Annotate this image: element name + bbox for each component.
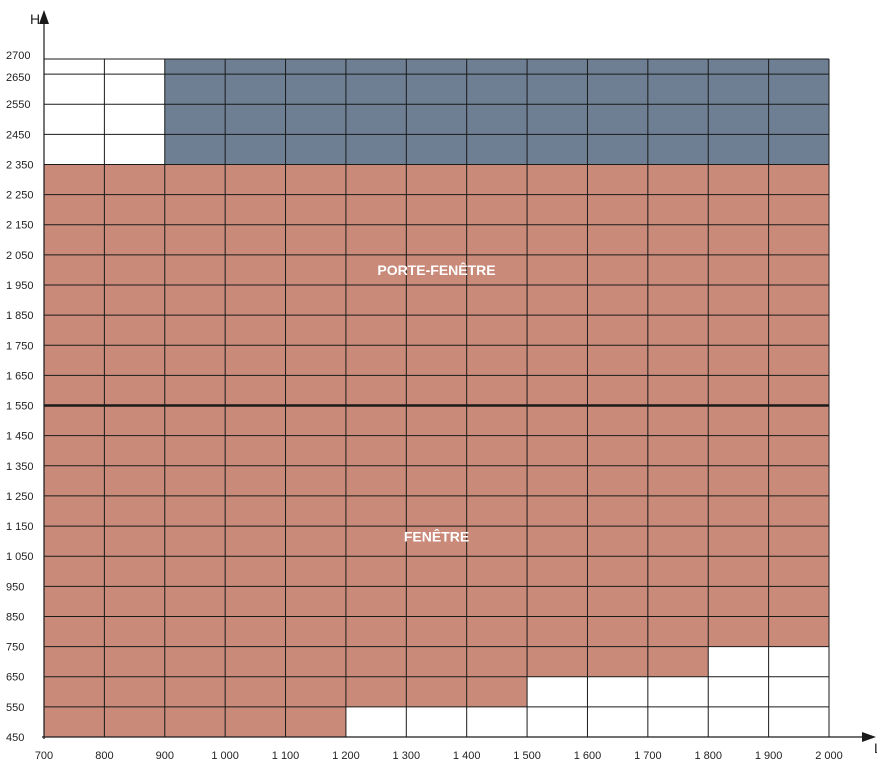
region-salmon-column-2 — [164, 164, 226, 737]
y-axis-arrow-icon — [39, 10, 49, 24]
chart-grid — [43, 58, 830, 738]
y-tick-label-21: 2550 — [6, 99, 30, 111]
x-tick-label-6: 1 300 — [393, 750, 421, 762]
x-tick-label-4: 1 100 — [272, 750, 300, 762]
region-salmon-column-1 — [104, 164, 165, 737]
y-tick-label-8: 1 250 — [6, 491, 34, 503]
x-tick-label-10: 1 700 — [634, 750, 662, 762]
region-salmon-column-0 — [44, 164, 105, 737]
y-tick-label-12: 1 650 — [6, 370, 34, 382]
y-tick-label-9: 1 350 — [6, 461, 34, 473]
x-tick-label-12: 1 900 — [755, 750, 783, 762]
region-salmon-column-8 — [527, 164, 588, 677]
y-tick-label-16: 2 050 — [6, 250, 34, 262]
y-tick-label-15: 1 950 — [6, 280, 34, 292]
y-tick-label-2: 650 — [6, 672, 24, 684]
y-tick-label-7: 1 150 — [6, 521, 34, 533]
y-tick-label-0: 450 — [6, 732, 24, 744]
y-axis-label: H — [30, 11, 40, 27]
x-tick-label-0: 700 — [35, 750, 53, 762]
y-tick-label-22: 2650 — [6, 72, 30, 84]
chart-annotations: PORTE-FENÊTRE FENÊTRE — [377, 261, 495, 545]
x-tick-label-13: 2 000 — [815, 750, 843, 762]
x-tick-label-5: 1 200 — [332, 750, 360, 762]
region-slate-column-0 — [164, 59, 829, 165]
x-tick-label-8: 1 500 — [513, 750, 541, 762]
y-tick-label-13: 1 750 — [6, 340, 34, 352]
region-salmon-column-9 — [587, 164, 648, 677]
y-tick-label-19: 2 350 — [6, 159, 34, 171]
chart-cells — [44, 59, 829, 737]
y-tick-label-14: 1 850 — [6, 310, 34, 322]
y-tick-label-10: 1 450 — [6, 431, 34, 443]
region-salmon-column-4 — [285, 164, 346, 737]
y-tick-label-1: 550 — [6, 702, 24, 714]
x-tick-label-2: 900 — [156, 750, 174, 762]
x-tick-label-3: 1 000 — [211, 750, 239, 762]
y-tick-label-23: 2700 — [6, 50, 30, 62]
chart-axes: HL — [30, 10, 877, 756]
zone-label-0: PORTE-FENÊTRE — [377, 261, 495, 278]
y-tick-label-20: 2450 — [6, 129, 30, 141]
region-salmon-column-10 — [647, 164, 709, 677]
y-tick-label-5: 950 — [6, 581, 24, 593]
x-axis-arrow-icon — [862, 732, 876, 742]
y-tick-label-11: 1 550 — [6, 401, 34, 413]
x-tick-label-7: 1 400 — [453, 750, 481, 762]
y-tick-label-17: 2 150 — [6, 220, 34, 232]
x-tick-label-1: 800 — [95, 750, 113, 762]
y-tick-label-6: 1 050 — [6, 551, 34, 563]
zone-label-1: FENÊTRE — [404, 528, 469, 545]
y-tick-label-18: 2 250 — [6, 190, 34, 202]
x-tick-label-9: 1 600 — [574, 750, 602, 762]
y-tick-label-4: 850 — [6, 611, 24, 623]
y-tick-label-3: 750 — [6, 642, 24, 654]
x-tick-label-11: 1 800 — [694, 750, 722, 762]
region-salmon-column-3 — [225, 164, 286, 737]
x-axis-label: L — [874, 740, 877, 756]
chart-tick-labels: 700 800 900 1 000 1 100 1 200 1 300 1 400 1 500 1… — [6, 50, 843, 762]
